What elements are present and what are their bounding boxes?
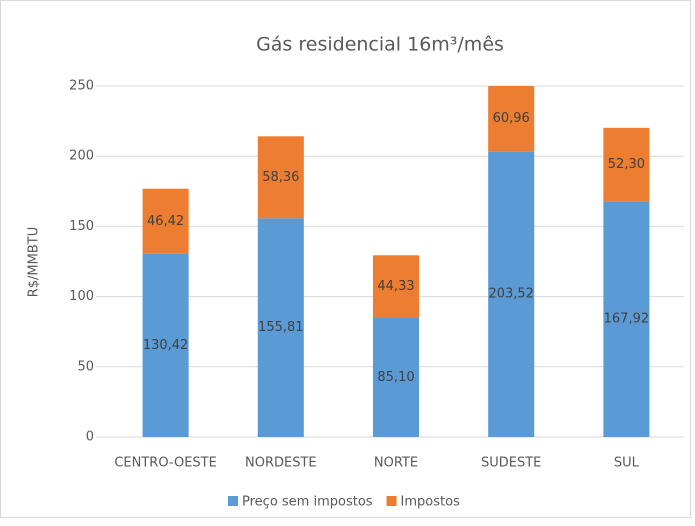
x-tick-label: NORTE (374, 456, 418, 471)
legend-label: Preço sem impostos (242, 495, 373, 510)
bar-segment (372, 255, 420, 318)
chart-title: Gás residencial 16m³/mês (256, 34, 504, 56)
bar-segment (372, 317, 420, 437)
chart-border (0, 0, 691, 518)
data-label: 60,96 (493, 111, 530, 126)
data-label: 85,10 (377, 370, 414, 385)
legend-swatch (228, 496, 238, 506)
bar-segment (603, 201, 650, 437)
data-label: 44,33 (377, 279, 414, 294)
data-label: 58,36 (262, 170, 299, 185)
y-tick-label: 150 (69, 219, 94, 234)
bar-segment (488, 86, 535, 152)
x-tick-label: SUL (614, 456, 640, 471)
data-label: 167,92 (604, 312, 650, 327)
legend-label: Impostos (401, 495, 461, 510)
bar-segment (142, 188, 189, 254)
data-label: 130,42 (143, 338, 189, 353)
bar-segment (257, 136, 304, 219)
bar-segment (142, 253, 189, 437)
x-tick-label: SUDESTE (481, 456, 541, 471)
data-label: 52,30 (608, 157, 645, 172)
y-tick-label: 50 (77, 359, 94, 374)
legend-swatch (386, 496, 397, 506)
data-label: 155,81 (258, 320, 304, 335)
bar-segment (257, 218, 304, 437)
x-tick-label: NORDESTE (245, 456, 317, 471)
bars (142, 86, 650, 437)
data-label: 203,52 (488, 287, 534, 302)
y-tick-label: 250 (69, 79, 94, 94)
y-tick-label: 100 (69, 289, 94, 304)
bar-segment (603, 127, 650, 202)
y-tick-label: 200 (69, 149, 94, 164)
y-axis-label: R$/MMBTU (27, 227, 42, 298)
data-label: 46,42 (147, 214, 184, 229)
y-tick-label: 0 (86, 430, 94, 445)
x-tick-label: CENTRO-OESTE (114, 456, 217, 471)
bar-segment (488, 151, 535, 437)
